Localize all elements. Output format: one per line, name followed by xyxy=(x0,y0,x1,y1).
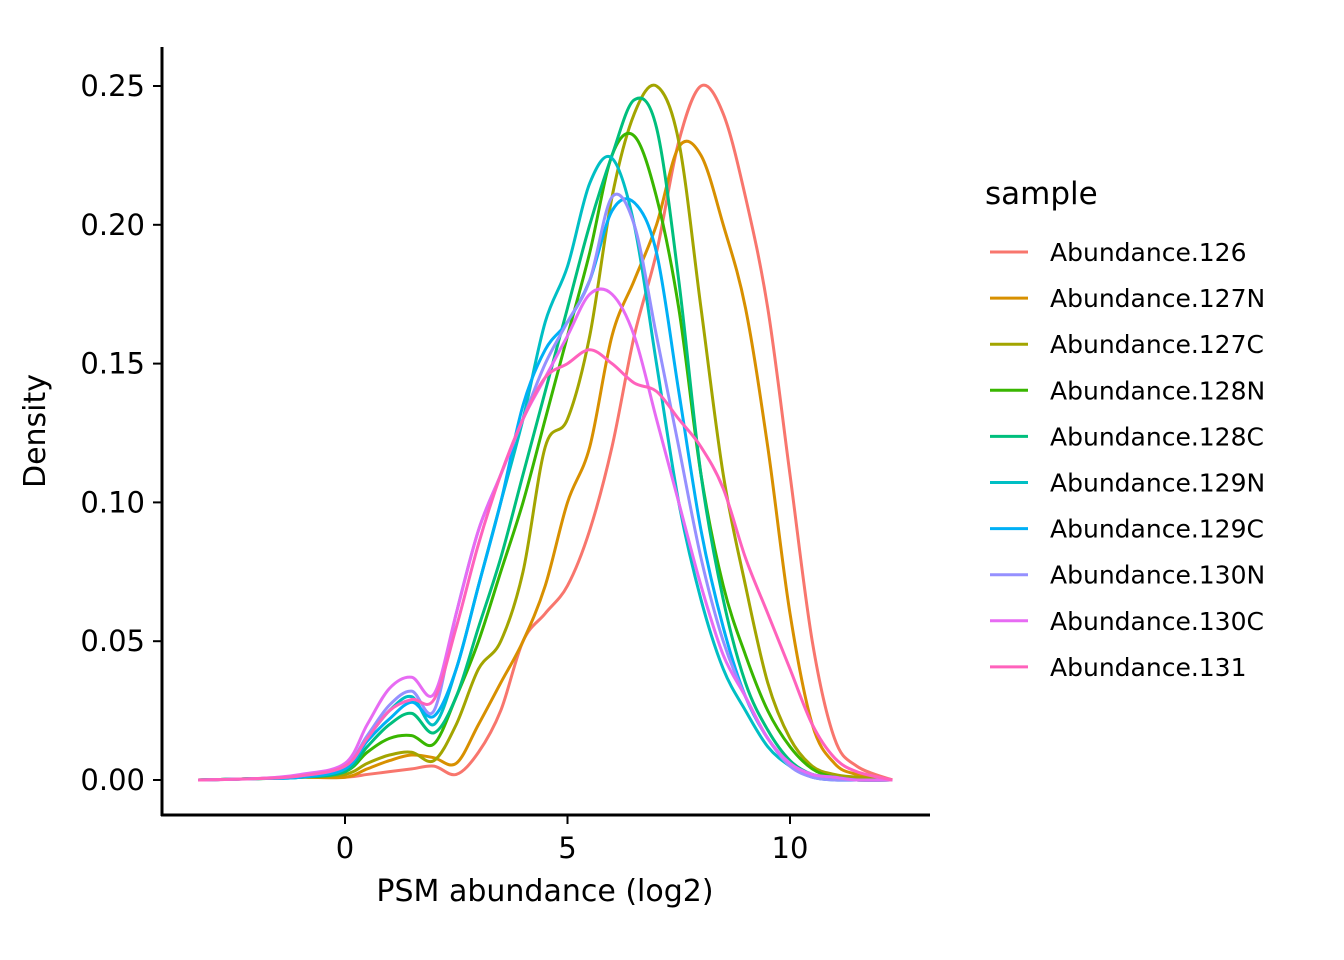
y-tick-label: 0.20 xyxy=(80,208,145,242)
y-tick-label: 0.00 xyxy=(80,763,145,797)
legend: sample Abundance.126 Abundance.127N Abunda… xyxy=(985,176,1265,682)
legend-label: Abundance.131 xyxy=(1050,653,1246,682)
y-tick-label: 0.15 xyxy=(80,347,145,381)
series-line-abundance-130c xyxy=(198,287,893,782)
series-line-abundance-130n xyxy=(198,192,893,782)
legend-label: Abundance.130C xyxy=(1050,607,1264,636)
x-tick-label: 5 xyxy=(558,831,576,865)
x-tick-label: 10 xyxy=(772,831,809,865)
legend-label: Abundance.129N xyxy=(1050,469,1265,498)
x-ticks: 0 5 10 xyxy=(336,815,809,865)
series-line-abundance-129c xyxy=(198,197,893,782)
legend-label: Abundance.130N xyxy=(1050,561,1265,590)
series-lines xyxy=(198,83,893,782)
y-tick-label: 0.25 xyxy=(80,69,145,103)
series-line-abundance-126 xyxy=(198,83,893,782)
x-axis-title: PSM abundance (log2) xyxy=(376,874,713,909)
legend-label: Abundance.129C xyxy=(1050,515,1264,544)
legend-label: Abundance.127N xyxy=(1050,284,1265,313)
y-ticks: 0.00 0.05 0.10 0.15 0.20 0.25 xyxy=(80,69,162,797)
y-tick-label: 0.05 xyxy=(80,624,145,658)
y-axis-title: Density xyxy=(18,374,53,488)
legend-label: Abundance.128N xyxy=(1050,376,1265,405)
series-line-abundance-128n xyxy=(198,131,893,782)
series-line-abundance-127c xyxy=(198,83,893,782)
legend-title: sample xyxy=(985,176,1098,212)
x-tick-label: 0 xyxy=(336,831,354,865)
legend-label: Abundance.128C xyxy=(1050,422,1264,451)
series-line-abundance-131 xyxy=(198,348,893,782)
series-line-abundance-127n xyxy=(198,139,893,782)
series-line-abundance-128c xyxy=(198,96,893,782)
y-tick-label: 0.10 xyxy=(80,485,145,519)
legend-label: Abundance.126 xyxy=(1050,238,1246,267)
legend-label: Abundance.127C xyxy=(1050,330,1264,359)
